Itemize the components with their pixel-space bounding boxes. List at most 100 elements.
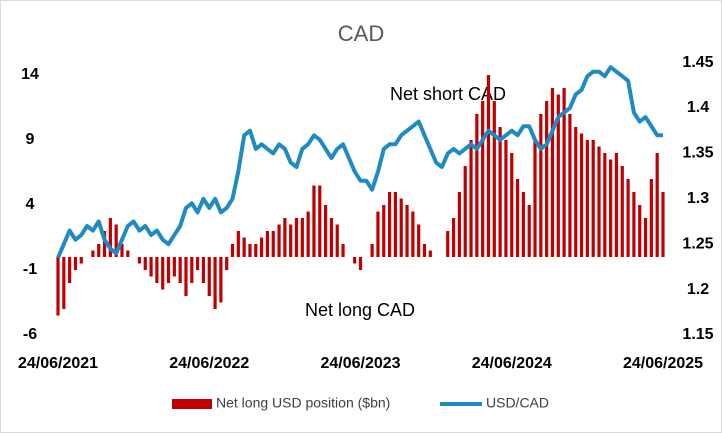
bar [568, 114, 572, 257]
bar [149, 257, 153, 277]
bar [446, 231, 450, 257]
bar [300, 218, 304, 257]
bar [79, 257, 83, 264]
bar [329, 218, 334, 257]
bar [102, 231, 107, 257]
bar [225, 257, 229, 270]
bar [515, 179, 520, 257]
y2-tick-label: 1.2 [687, 281, 709, 298]
bar [422, 244, 427, 257]
bar [114, 224, 118, 257]
y-tick-label: 4 [26, 196, 35, 213]
bar [492, 101, 496, 257]
bar [417, 224, 421, 257]
bar [289, 224, 293, 257]
bar [451, 218, 456, 257]
bar [62, 257, 66, 309]
bar [661, 192, 665, 257]
bar [527, 205, 531, 257]
bar [475, 114, 479, 257]
bar [312, 185, 316, 257]
y-tick-label: 9 [26, 131, 35, 148]
bar [323, 205, 328, 257]
bar [481, 101, 485, 257]
bar [207, 257, 211, 296]
bar [498, 127, 502, 257]
bar [504, 140, 508, 257]
bar [248, 244, 252, 257]
bar [73, 257, 78, 270]
y2-tick-label: 1.3 [687, 190, 709, 207]
bar [271, 231, 275, 257]
bar [603, 153, 607, 257]
bar [457, 192, 461, 257]
bar [358, 257, 363, 270]
bar [166, 257, 171, 283]
x-tick-label: 24/06/2023 [320, 355, 400, 372]
x-tick-label: 24/06/2024 [472, 355, 552, 372]
bar [190, 257, 194, 283]
bar [97, 244, 101, 257]
bar [574, 127, 578, 257]
line [56, 65, 663, 259]
bar [521, 192, 525, 257]
legend-swatch [172, 399, 212, 409]
bar [556, 94, 560, 257]
bar [643, 218, 648, 257]
bar [370, 244, 374, 257]
y-tick-label: -6 [23, 326, 37, 343]
bar [585, 140, 589, 257]
bar [411, 211, 415, 257]
bar [591, 140, 595, 257]
bar [254, 244, 258, 257]
bar [579, 133, 584, 257]
bar [219, 257, 223, 303]
bar [597, 146, 601, 257]
bar [620, 166, 624, 257]
y-tick-label: 14 [21, 66, 39, 83]
bar [335, 224, 339, 257]
bar [550, 88, 555, 257]
bar [172, 257, 176, 277]
y2-tick-label: 1.25 [682, 235, 713, 252]
bar [626, 179, 630, 257]
bar [108, 218, 112, 257]
bar [56, 257, 60, 316]
legend-label: USD/CAD [486, 395, 549, 411]
chart-title: CAD [338, 21, 384, 46]
bar [277, 224, 281, 257]
bar [184, 257, 188, 296]
bar [161, 257, 165, 290]
bar [545, 101, 549, 257]
bar [614, 153, 619, 257]
bar [230, 244, 235, 257]
annotation: Net short CAD [390, 84, 506, 104]
bar [242, 237, 246, 257]
bar [155, 257, 159, 283]
bar [137, 257, 142, 264]
bar [486, 75, 491, 257]
bar [393, 192, 398, 257]
bar [294, 218, 299, 257]
x-tick-label: 24/06/2021 [18, 355, 98, 372]
bar [399, 198, 403, 257]
bar [469, 140, 473, 257]
bar [510, 153, 514, 257]
bar [609, 159, 613, 257]
bar [632, 192, 636, 257]
bar [318, 185, 322, 257]
legend-label: Net long USD position ($bn) [216, 395, 390, 411]
bar [387, 192, 392, 257]
bar [91, 250, 95, 257]
bar [196, 257, 200, 270]
bar [178, 257, 182, 283]
bar [562, 88, 566, 257]
x-tick-label: 24/06/2022 [169, 355, 249, 372]
x-tick-label: 24/06/2025 [623, 355, 703, 372]
bar [382, 205, 386, 257]
bar [376, 211, 380, 257]
bar [533, 140, 537, 257]
y2-tick-label: 1.4 [687, 99, 709, 116]
bar [306, 211, 310, 257]
